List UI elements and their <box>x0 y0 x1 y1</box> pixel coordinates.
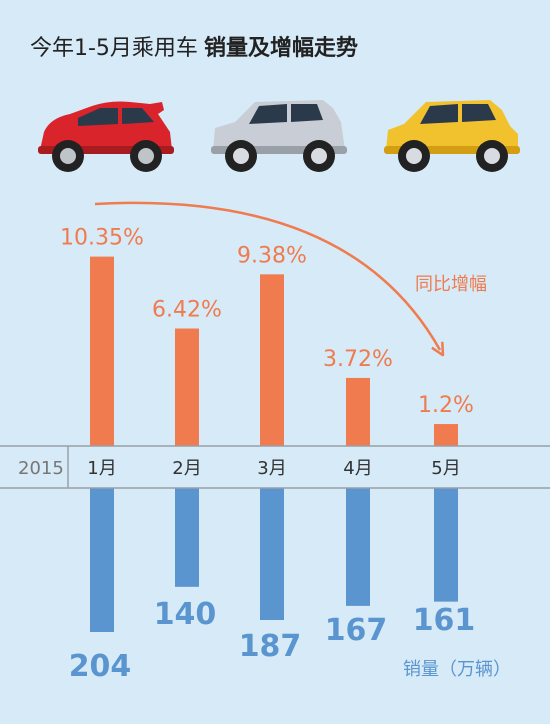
growth-value-label: 9.38% <box>237 243 307 268</box>
yellow-car-icon <box>384 100 520 172</box>
sales-bar <box>346 488 370 606</box>
title-prefix: 今年1-5月乘用车 <box>30 36 198 61</box>
category-label: 4月 <box>343 458 372 479</box>
sales-value-label: 161 <box>413 603 476 638</box>
growth-bar <box>260 274 284 446</box>
growth-series-label: 同比增幅 <box>415 274 487 295</box>
growth-bar <box>346 377 370 446</box>
title-bold: 销量及增幅走势 <box>203 36 358 61</box>
sales-series-label: 销量（万辆） <box>403 659 511 680</box>
growth-bar <box>434 424 458 446</box>
sales-value-label: 187 <box>239 629 302 664</box>
red-car-icon <box>38 101 174 172</box>
sales-value-label: 167 <box>325 613 388 648</box>
silver-car-icon <box>211 100 347 172</box>
growth-value-label: 1.2% <box>418 393 474 418</box>
growth-value-label: 3.72% <box>323 347 393 372</box>
category-label: 1月 <box>87 458 116 479</box>
growth-bar <box>90 256 114 446</box>
category-label: 2月 <box>172 458 201 479</box>
sales-bar <box>90 488 114 632</box>
year-label: 2015 <box>18 458 64 479</box>
car-illustrations <box>0 88 550 178</box>
trend-arrow <box>94 201 440 350</box>
category-label: 3月 <box>257 458 286 479</box>
growth-value-label: 6.42% <box>152 298 222 323</box>
sales-bar <box>175 488 199 587</box>
page-title: 今年1-5月乘用车 销量及增幅走势 <box>30 30 358 62</box>
category-label: 5月 <box>431 458 460 479</box>
sales-value-label: 204 <box>69 649 132 684</box>
sales-value-label: 140 <box>154 597 217 632</box>
growth-bar <box>175 328 199 446</box>
sales-bar <box>260 488 284 620</box>
growth-value-label: 10.35% <box>60 226 144 251</box>
sales-bar <box>434 488 458 602</box>
